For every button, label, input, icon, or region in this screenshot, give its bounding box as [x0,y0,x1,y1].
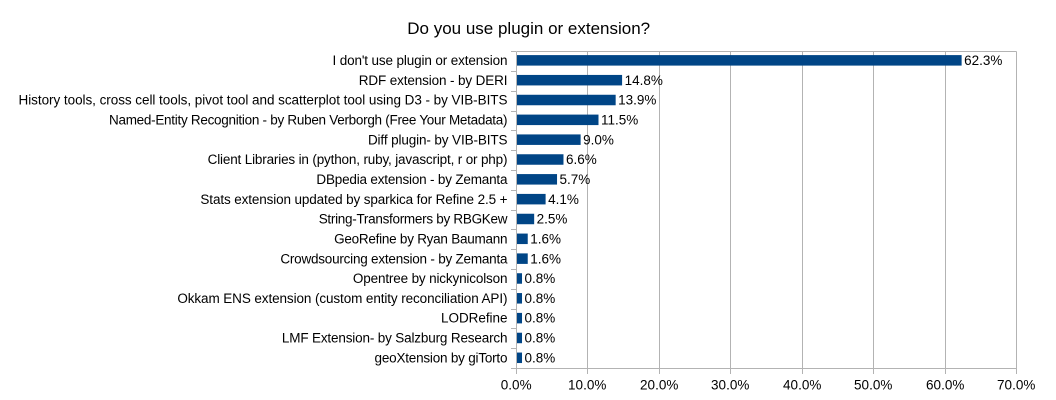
svg-text:0.8%: 0.8% [525,331,556,346]
svg-text:6.6%: 6.6% [566,152,597,167]
svg-text:40.0%: 40.0% [783,378,821,393]
svg-text:Opentree by nickynicolson: Opentree by nickynicolson [353,271,508,286]
svg-text:14.8%: 14.8% [625,73,663,88]
svg-text:0.8%: 0.8% [525,271,556,286]
svg-text:LMF Extension- by Salzburg Res: LMF Extension- by Salzburg Research [282,331,508,346]
svg-text:DBpedia extension - by Zemanta: DBpedia extension - by Zemanta [316,172,508,187]
svg-text:62.3%: 62.3% [964,53,1002,68]
svg-text:Okkam ENS extension (custom en: Okkam ENS extension (custom entity recon… [177,291,507,306]
svg-text:Client Libraries in (python, r: Client Libraries in (python, ruby, javas… [208,152,508,167]
svg-text:Crowdsourcing extension - by Z: Crowdsourcing extension - by Zemanta [280,251,508,266]
svg-text:4.1%: 4.1% [548,192,579,207]
svg-text:10.0%: 10.0% [568,378,606,393]
svg-text:1.6%: 1.6% [530,231,561,246]
svg-text:9.0%: 9.0% [583,132,614,147]
svg-text:GeoRefine by Ryan Baumann: GeoRefine by Ryan Baumann [334,231,507,246]
svg-text:Stats extension updated by spa: Stats extension updated by sparkica for … [200,192,507,207]
svg-text:0.8%: 0.8% [525,311,556,326]
svg-text:50.0%: 50.0% [854,378,892,393]
svg-text:String-Transformers by RBGKew: String-Transformers by RBGKew [319,212,508,227]
svg-text:LODRefine: LODRefine [441,311,508,326]
svg-text:20.0%: 20.0% [640,378,678,393]
svg-text:I don't use plugin or extensio: I don't use plugin or extension [332,53,507,68]
svg-text:60.0%: 60.0% [926,378,964,393]
svg-text:0.8%: 0.8% [525,291,556,306]
svg-text:13.9%: 13.9% [618,93,656,108]
svg-text:30.0%: 30.0% [711,378,749,393]
svg-text:5.7%: 5.7% [560,172,591,187]
svg-text:Diff plugin- by VIB-BITS: Diff plugin- by VIB-BITS [368,132,508,147]
svg-text:History tools, cross cell tool: History tools, cross cell tools, pivot t… [19,93,508,108]
svg-text:geoXtension by giTorto: geoXtension by giTorto [375,350,508,365]
svg-text:Named-Entity Recognition - by: Named-Entity Recognition - by Ruben Verb… [109,112,507,127]
svg-text:70.0%: 70.0% [997,378,1035,393]
svg-text:2.5%: 2.5% [537,212,568,227]
svg-text:1.6%: 1.6% [530,251,561,266]
svg-text:11.5%: 11.5% [601,112,638,127]
svg-text:0.8%: 0.8% [525,350,556,365]
svg-text:0.0%: 0.0% [501,378,532,393]
svg-text:RDF extension - by DERI: RDF extension - by DERI [359,73,508,88]
svg-text:Do you use plugin or extension: Do you use plugin or extension? [407,19,650,38]
